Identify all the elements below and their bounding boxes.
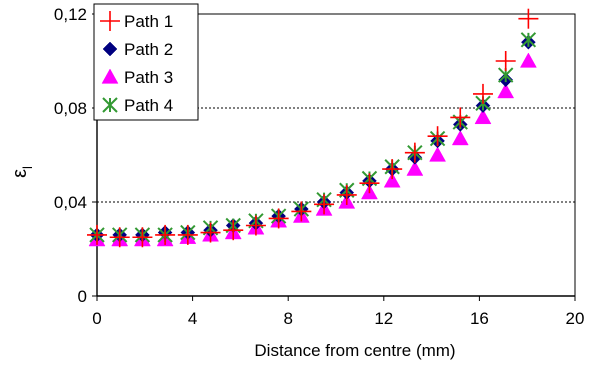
y-tick-labels: 0 0,04 0,08 0,12 <box>54 5 87 306</box>
data-point <box>520 32 537 48</box>
x-tick-label: 0 <box>92 309 101 328</box>
data-point <box>451 130 469 146</box>
data-point <box>223 220 244 241</box>
data-point <box>429 146 446 162</box>
series-1 <box>87 8 539 248</box>
data-point <box>314 194 335 215</box>
data-point <box>200 222 221 243</box>
data-point <box>155 224 176 245</box>
data-point <box>336 184 357 205</box>
y-tick-label: 0,04 <box>54 193 87 212</box>
y-axis-title: εl <box>9 166 35 178</box>
data-point <box>245 215 266 236</box>
data-point <box>495 51 516 71</box>
data-point <box>87 224 107 245</box>
x-tick-labels: 0 4 8 12 16 20 <box>92 309 584 328</box>
data-point <box>359 173 380 194</box>
data-point <box>383 172 401 188</box>
legend-label-4: Path 4 <box>124 96 173 115</box>
legend-label-3: Path 3 <box>124 68 173 87</box>
data-series <box>87 8 539 248</box>
data-point <box>406 160 424 176</box>
x-tick-label: 4 <box>188 309 197 328</box>
y-tick-label: 0 <box>78 287 87 306</box>
data-point <box>268 208 289 229</box>
x-tick-label: 12 <box>374 309 393 328</box>
y-tick-label: 0,12 <box>54 5 87 24</box>
data-point <box>519 52 537 68</box>
x-tick-label: 8 <box>283 309 292 328</box>
legend: Path 1 Path 2 Path 3 Path 4 <box>93 3 199 121</box>
legend-label-1: Path 1 <box>124 12 173 31</box>
plot-area-frame <box>96 13 576 297</box>
data-point <box>132 227 153 248</box>
legend-box <box>93 3 199 121</box>
y-axis-subscript: l <box>20 166 35 169</box>
data-point <box>518 8 539 29</box>
data-point <box>404 142 425 163</box>
data-point <box>427 126 448 147</box>
data-point <box>497 83 515 99</box>
x-tick-label: 20 <box>566 309 585 328</box>
legend-label-2: Path 2 <box>124 40 173 59</box>
x-axis-title: Distance from centre (mm) <box>254 341 455 360</box>
legend-marker-4 <box>102 97 118 113</box>
data-point <box>177 224 198 245</box>
legend-marker-2 <box>102 41 118 57</box>
y-axis-symbol: ε <box>9 169 31 178</box>
y-tick-label: 0,08 <box>54 99 87 118</box>
gridlines <box>97 107 575 203</box>
data-point <box>291 201 312 222</box>
data-point <box>472 83 493 104</box>
data-point <box>382 159 403 180</box>
data-point <box>450 107 471 128</box>
data-point <box>109 227 130 248</box>
legend-marker-1 <box>100 11 120 31</box>
x-tick-label: 16 <box>470 309 489 328</box>
data-point <box>474 108 492 125</box>
legend-marker-3 <box>101 68 119 84</box>
